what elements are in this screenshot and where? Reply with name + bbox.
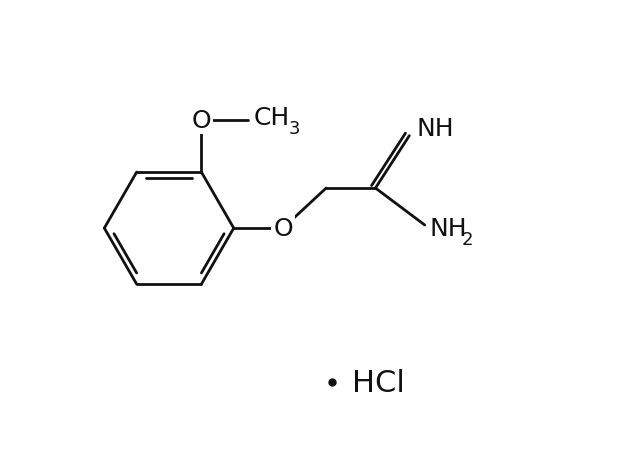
Text: NH: NH bbox=[429, 216, 467, 240]
Text: 2: 2 bbox=[461, 230, 473, 248]
Text: HCl: HCl bbox=[352, 368, 405, 397]
Text: NH: NH bbox=[417, 117, 454, 141]
Text: O: O bbox=[273, 216, 293, 240]
Text: 3: 3 bbox=[288, 120, 300, 138]
Text: CH: CH bbox=[253, 106, 290, 129]
Text: O: O bbox=[191, 108, 211, 133]
